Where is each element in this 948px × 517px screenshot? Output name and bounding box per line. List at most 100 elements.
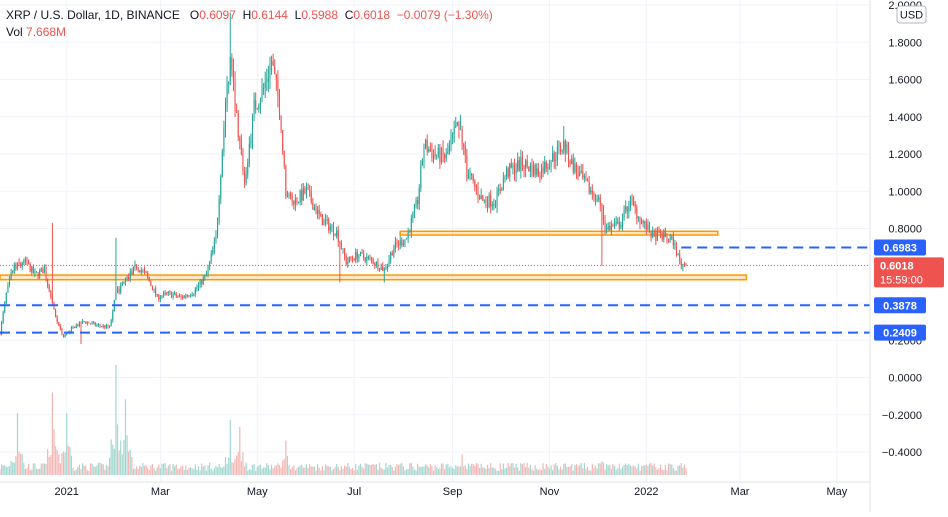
candle-body [288,193,290,196]
candle-body [93,322,95,324]
x-tick-label: Mar [151,486,170,498]
candle-body [482,195,484,201]
candle-body [512,164,514,168]
candle-body [48,286,50,291]
volume-bar [561,469,563,475]
candle-body [107,325,109,327]
volume-bar [4,465,6,475]
candle-body [542,167,544,173]
volume-bar [445,464,447,475]
volume-bar [625,463,627,475]
legend-row-volume: Vol 7.668M [6,24,493,40]
candle-body [337,230,339,242]
candle-body [539,176,541,178]
volume-bar [375,464,377,475]
candle-body [377,261,379,269]
candle-body [647,224,649,231]
volume-bar [124,399,127,475]
candle-body [494,204,497,207]
y-tick-label: 1.6000 [888,75,922,87]
volume-bar [480,463,482,475]
candle-body [229,57,231,82]
candle-body [534,165,536,175]
volume-bar [207,465,209,475]
volume-bar [606,463,608,475]
volume-bar [205,470,208,475]
candle-body [672,236,674,246]
volume-bar [380,467,382,475]
level-label [874,297,926,314]
volume-bar [418,466,420,475]
candle-body [267,77,269,81]
volume-bar [256,466,258,475]
volume-bar [178,468,181,475]
candle-body [660,232,662,235]
candle-body [116,288,119,293]
volume-bar [679,465,681,475]
volume-bar [166,468,168,475]
volume-bar [653,463,655,475]
volume-bar [537,469,539,475]
candle-body [506,168,508,178]
candle-body [398,243,400,246]
volume-bar [369,465,371,475]
candle-body [567,144,570,162]
y-tick-label: 0.8000 [888,224,922,236]
candle-body [361,251,363,254]
candle-body [569,161,571,165]
volume-bar [677,465,679,475]
volume-bar [258,465,260,475]
volume-bar [410,462,412,475]
volume-bar [12,462,14,475]
volume-bar [550,465,552,475]
candle-body [633,199,635,205]
volume-bar [182,465,184,475]
volume-bar [429,464,431,475]
volume-bar [197,466,200,475]
volume-bar [345,466,347,475]
candle-body [556,146,558,160]
volume-bar [172,463,174,475]
volume-bar [58,454,60,475]
candle-body [590,190,592,193]
volume-bar [386,467,389,475]
candle-body [255,99,257,109]
support-resistance-zones[interactable] [0,230,748,281]
candle-body [378,268,381,270]
volume-bar [431,465,433,475]
candle-body [70,327,73,331]
volume-bar [339,470,341,475]
volume-bar [667,463,670,475]
volume-bar [10,461,12,475]
volume-bar [159,468,161,475]
candle-body [204,275,206,278]
volume-bar [358,465,360,475]
level-label-text: 0.2409 [883,328,917,340]
volume-bar [331,470,333,475]
volume-bar [151,463,154,475]
volume-bar [231,462,233,475]
candle-body [245,174,247,183]
horizontal-levels[interactable] [0,246,870,334]
volume-bar [261,468,263,475]
volume-bar [347,462,349,475]
candle-body [594,195,597,202]
candle-body [210,253,212,262]
volume-bar [655,467,657,475]
candle-body [371,257,373,260]
volume-bar [585,469,587,475]
candle-body [226,83,228,108]
volume-bar [434,464,436,475]
volume-bar [70,455,73,475]
volume-bar [226,463,228,475]
volume-bar [515,463,517,475]
volume-bar [536,468,538,475]
candle-body [394,241,396,249]
candle-body [164,292,166,294]
volume-bar [610,469,612,475]
volume-bar [634,466,636,475]
volume-bar [609,464,611,475]
candle-body [177,296,179,298]
